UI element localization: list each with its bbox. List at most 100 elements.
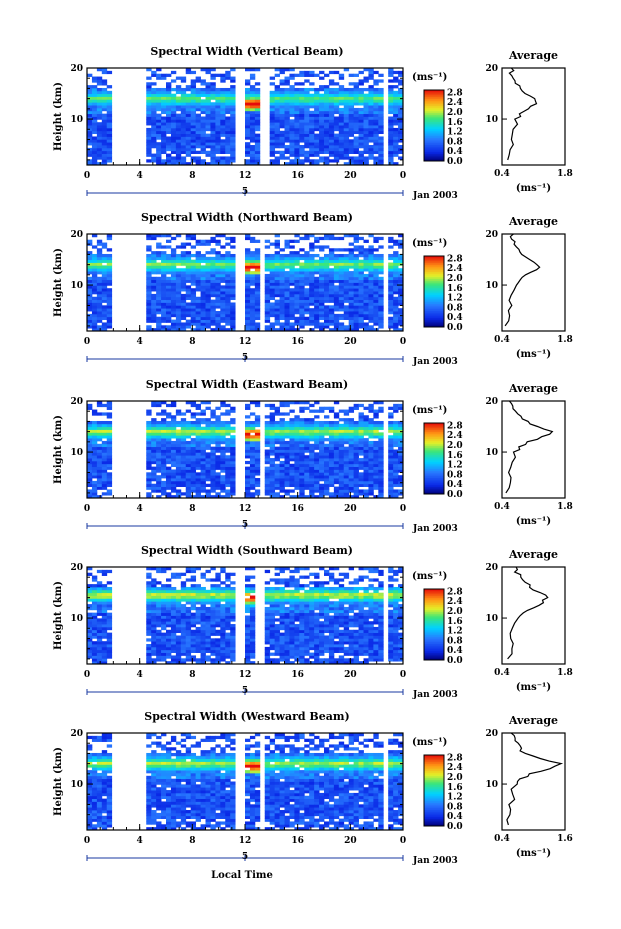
heatmap-cell: [101, 107, 108, 112]
colorbar-step: [424, 460, 444, 463]
heatmap-cell: [348, 440, 355, 445]
heatmap-cell: [254, 99, 261, 103]
heatmap-cell: [363, 68, 369, 72]
heatmap-cell: [101, 253, 108, 258]
heatmap-cell: [249, 492, 256, 496]
heatmap-cell: [289, 68, 295, 72]
heatmap-cell: [304, 271, 310, 275]
heatmap-cell: [299, 305, 305, 309]
heatmap-cell: [210, 282, 216, 286]
heatmap-cell: [338, 259, 345, 263]
heatmap-cell: [274, 319, 280, 323]
heatmap-cell: [319, 492, 325, 496]
heatmap-cell: [373, 299, 379, 303]
heatmap-cell: [200, 426, 206, 430]
heatmap-cell: [101, 259, 108, 263]
heatmap-cell: [304, 99, 310, 103]
heatmap-cell: [190, 316, 197, 320]
heatmap-cell: [348, 311, 355, 315]
heatmap-cell: [180, 325, 187, 329]
heatmap-cell: [319, 423, 325, 428]
heatmap-cell: [166, 239, 172, 243]
heatmap-cell: [151, 302, 157, 306]
heatmap-cell: [200, 268, 206, 272]
heatmap-cell: [245, 432, 251, 436]
heatmap-cell: [284, 122, 290, 126]
heatmap-cell: [249, 119, 256, 123]
heatmap-cell: [220, 293, 226, 298]
heatmap-cell: [274, 90, 280, 95]
heatmap-cell: [328, 262, 335, 266]
heatmap-cell: [284, 107, 290, 112]
heatmap-cell: [200, 429, 206, 433]
heatmap-cell: [185, 268, 192, 272]
heatmap-cell: [146, 655, 152, 659]
heatmap-cell: [170, 455, 177, 459]
heatmap-cell: [294, 127, 300, 132]
heatmap-cell: [388, 282, 394, 286]
heatmap-cell: [289, 469, 295, 473]
heatmap-cell: [170, 293, 177, 298]
colorbar-step: [424, 435, 444, 438]
heatmap-cell: [230, 463, 236, 468]
heatmap-cell: [393, 440, 399, 445]
heatmap-cell: [299, 406, 305, 410]
heatmap-cell: [299, 119, 305, 123]
y-tick-label: 20: [70, 397, 83, 407]
colorbar-step: [424, 488, 444, 491]
heatmap-cell: [373, 133, 379, 137]
heatmap-cell: [195, 308, 201, 312]
heatmap-cell: [373, 145, 379, 149]
heatmap-cell: [230, 311, 236, 315]
heatmap-cell: [185, 302, 192, 306]
heatmap-cell: [324, 463, 330, 468]
heatmap-cell: [299, 268, 305, 272]
heatmap-cell: [96, 592, 103, 596]
heatmap-cell: [333, 145, 340, 149]
heatmap-cell: [101, 311, 108, 315]
heatmap-cell: [343, 122, 350, 126]
heatmap-cell: [175, 432, 182, 436]
heatmap-cell: [225, 136, 231, 140]
heatmap-cell: [348, 406, 355, 410]
heatmap-cell: [249, 259, 256, 263]
heatmap-cell: [289, 76, 295, 80]
heatmap-cell: [373, 239, 379, 243]
heatmap-cell: [96, 328, 103, 332]
heatmap-cell: [101, 271, 108, 275]
heatmap-cell: [205, 145, 211, 149]
heatmap-cell: [274, 328, 280, 332]
heatmap-cell: [249, 122, 256, 126]
heatmap-cell: [333, 438, 340, 442]
heatmap-cell: [304, 96, 310, 100]
heatmap-cell: [225, 142, 231, 146]
heatmap-cell: [101, 449, 108, 453]
heatmap-cell: [314, 313, 320, 318]
heatmap-cell: [358, 130, 364, 135]
heatmap-cell: [269, 495, 276, 499]
heatmap-cell: [314, 469, 320, 473]
heatmap-cell: [299, 273, 305, 278]
heatmap-cell: [304, 472, 310, 476]
heatmap-cell: [309, 113, 315, 117]
heatmap-cell: [314, 119, 320, 123]
heatmap-cell: [299, 282, 305, 286]
heatmap-cell: [299, 452, 305, 456]
heatmap-cell: [314, 279, 320, 283]
heatmap-cell: [166, 472, 172, 476]
heatmap-cell: [338, 308, 345, 312]
heatmap-cell: [101, 626, 108, 631]
heatmap-cell: [328, 236, 335, 241]
heatmap-cell: [373, 105, 379, 109]
heatmap-cell: [106, 271, 113, 275]
colorbar-step: [424, 157, 444, 160]
heatmap-cell: [319, 308, 325, 312]
heatmap-cell: [87, 598, 93, 602]
heatmap-cell: [210, 87, 216, 92]
heatmap-cell: [279, 119, 285, 123]
heatmap-cell: [363, 480, 369, 485]
heatmap-cell: [289, 268, 295, 272]
heatmap-cell: [210, 122, 216, 126]
heatmap-cell: [180, 435, 187, 439]
colorbar-step: [424, 298, 444, 301]
